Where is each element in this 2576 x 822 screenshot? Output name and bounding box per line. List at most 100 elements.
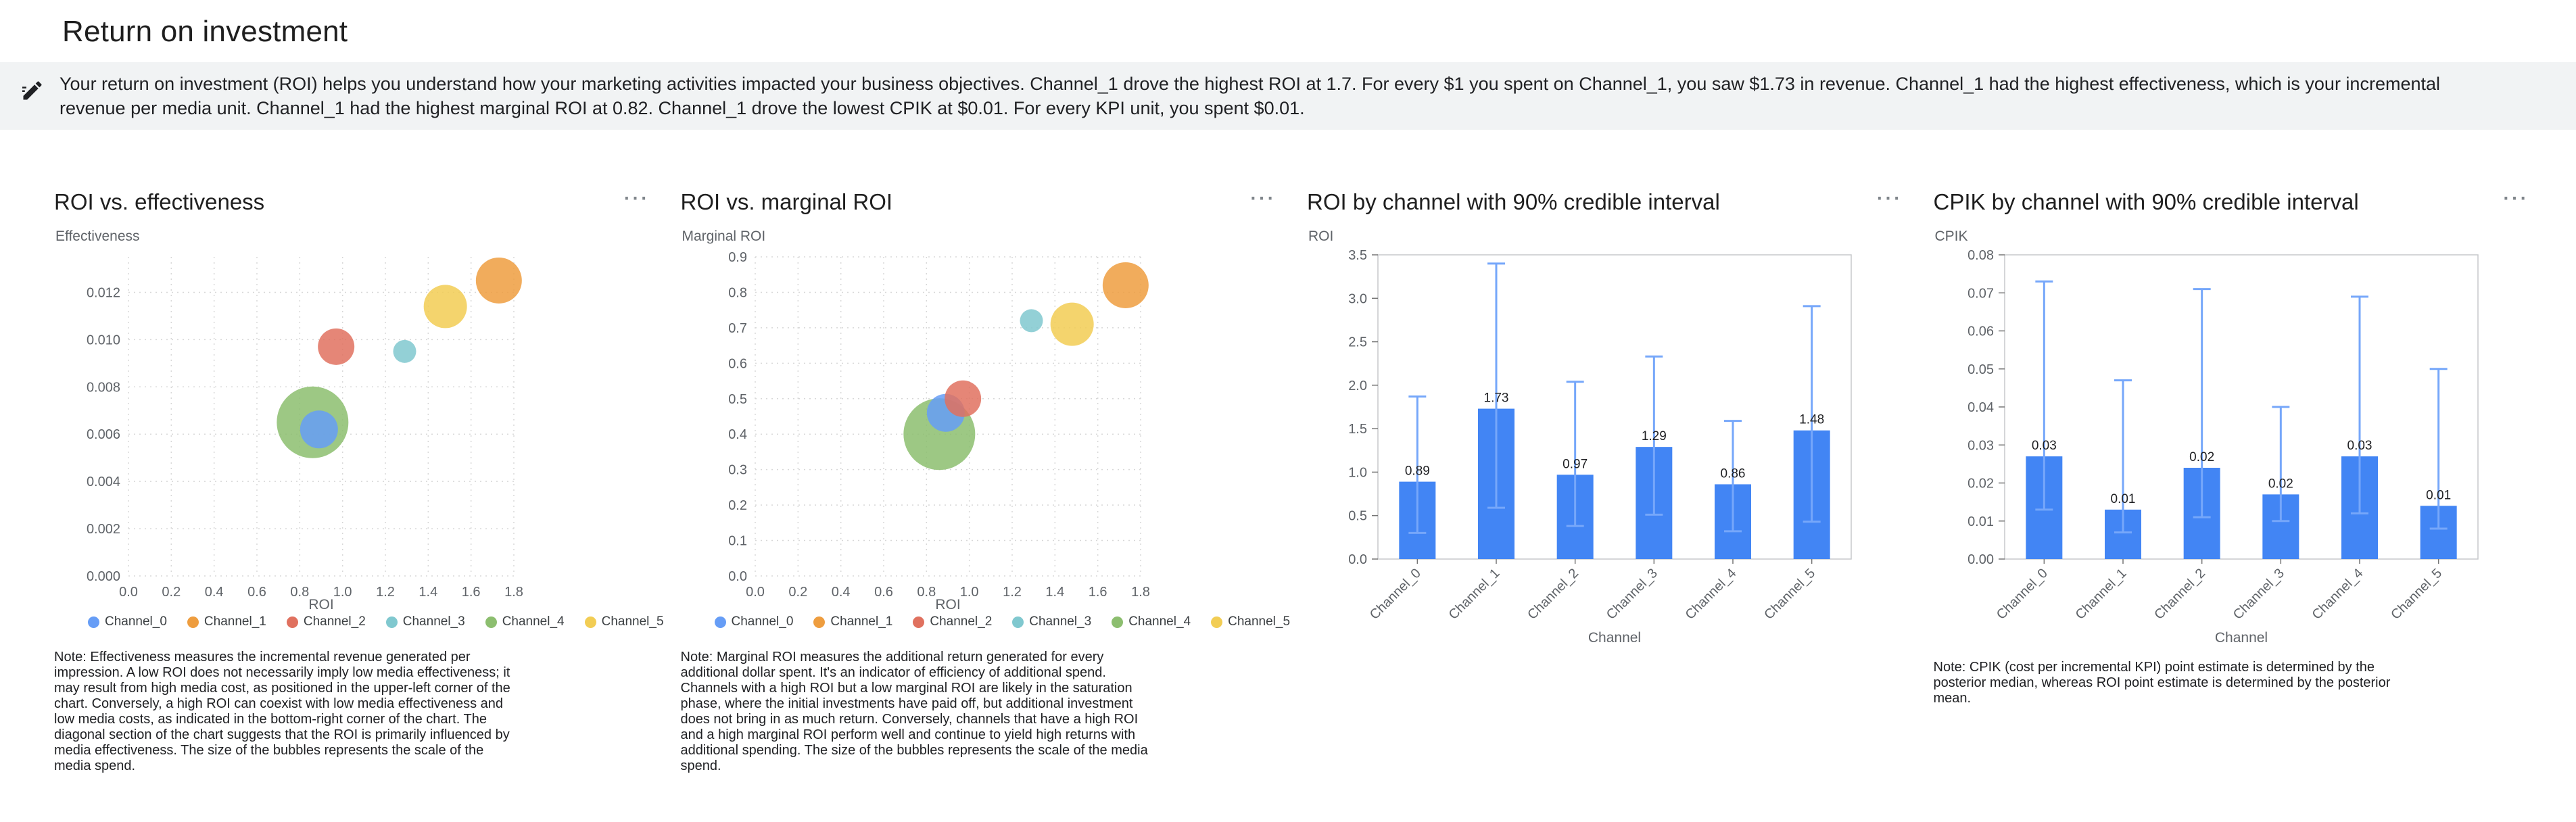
legend-label: Channel_2 xyxy=(930,614,993,629)
legend-item: Channel_4 xyxy=(1112,614,1191,629)
legend-item: Channel_2 xyxy=(286,614,366,629)
svg-text:Channel_2: Channel_2 xyxy=(2151,566,2208,623)
svg-text:1.73: 1.73 xyxy=(1484,391,1509,406)
svg-text:0.07: 0.07 xyxy=(1967,286,1994,301)
svg-text:3.5: 3.5 xyxy=(1348,248,1367,263)
svg-text:1.4: 1.4 xyxy=(419,585,437,600)
svg-text:Channel_4: Channel_4 xyxy=(2309,566,2366,623)
chart-legend: Channel_0 Channel_1 Channel_2 Channel_3 Chan… xyxy=(681,614,1290,629)
roi-marginal-roi-bubble-chart: 0.0 0.2 0.4 0.6 0.8 1.0 1.2 1.4 1.6 1.8 0.0 0.1 0.2 0… xyxy=(681,245,1283,613)
svg-text:Channel_3: Channel_3 xyxy=(2230,566,2287,623)
bubble-Channel_5 xyxy=(423,285,467,329)
legend-label: Channel_4 xyxy=(1128,614,1191,629)
svg-text:0.008: 0.008 xyxy=(87,380,120,395)
svg-text:0.4: 0.4 xyxy=(831,585,850,600)
svg-text:Channel_0: Channel_0 xyxy=(1993,566,2050,623)
legend-item: Channel_3 xyxy=(385,614,465,629)
svg-text:0.004: 0.004 xyxy=(87,475,120,489)
legend-label: Channel_5 xyxy=(1228,614,1291,629)
legend-label: Channel_2 xyxy=(303,614,366,629)
legend-item: Channel_4 xyxy=(485,614,565,629)
svg-text:Channel_0: Channel_0 xyxy=(1367,566,1424,623)
legend-item: Channel_0 xyxy=(714,614,794,629)
svg-text:1.48: 1.48 xyxy=(1799,413,1824,427)
y-axis-title: CPIK xyxy=(1934,228,1968,244)
svg-text:0.0: 0.0 xyxy=(728,569,747,584)
legend-item: Channel_1 xyxy=(187,614,266,629)
bubble-Channel_2 xyxy=(944,380,981,417)
svg-text:0.2: 0.2 xyxy=(162,585,181,600)
svg-text:0.8: 0.8 xyxy=(917,585,936,600)
bubble-Channel_1 xyxy=(475,257,522,304)
svg-text:1.29: 1.29 xyxy=(1642,429,1667,443)
more-options-icon[interactable]: ⋯ xyxy=(1242,185,1283,211)
chart-card-roi-effectiveness: ROI vs. effectiveness ⋯ Effectiveness 0.… xyxy=(54,185,664,774)
chart-note: Note: CPIK (cost per incremental KPI) po… xyxy=(1933,660,2391,706)
legend-color-dot xyxy=(1112,616,1124,628)
legend-label: Channel_5 xyxy=(601,614,664,629)
legend-color-dot xyxy=(1012,616,1024,628)
legend-color-dot xyxy=(385,616,398,628)
bubble-Channel_2 xyxy=(318,328,355,365)
svg-text:0.006: 0.006 xyxy=(87,427,120,442)
chart-title-roi-by-channel: ROI by channel with 90% credible interva… xyxy=(1307,189,1720,214)
svg-text:0.03: 0.03 xyxy=(2347,439,2372,453)
svg-text:0.8: 0.8 xyxy=(728,285,747,300)
legend-color-dot xyxy=(1211,616,1223,628)
svg-text:Channel_1: Channel_1 xyxy=(1446,566,1503,623)
svg-text:0.01: 0.01 xyxy=(2110,492,2135,506)
svg-text:0.012: 0.012 xyxy=(87,285,120,300)
legend-label: Channel_0 xyxy=(105,614,167,629)
svg-text:2.5: 2.5 xyxy=(1348,335,1367,350)
svg-text:0.02: 0.02 xyxy=(2268,477,2293,491)
chart-note: Note: Effectiveness measures the increme… xyxy=(54,650,510,773)
svg-text:0.010: 0.010 xyxy=(87,333,120,347)
svg-text:0.05: 0.05 xyxy=(1967,362,1994,377)
insights-banner: Your return on investment (ROI) helps yo… xyxy=(0,62,2576,130)
more-options-icon[interactable]: ⋯ xyxy=(1869,185,1909,211)
svg-text:0.00: 0.00 xyxy=(1967,552,1994,567)
svg-text:ROI: ROI xyxy=(935,597,960,612)
svg-text:Channel: Channel xyxy=(1588,630,1641,646)
bubble-Channel_1 xyxy=(1102,262,1149,308)
more-options-icon[interactable]: ⋯ xyxy=(616,185,657,211)
svg-text:0.02: 0.02 xyxy=(2189,450,2214,464)
chart-card-cpik-by-channel: CPIK by channel with 90% credible interv… xyxy=(1933,185,2536,774)
svg-text:0.2: 0.2 xyxy=(788,585,807,600)
svg-text:0.6: 0.6 xyxy=(728,356,747,371)
svg-text:1.2: 1.2 xyxy=(1003,585,1022,600)
legend-color-dot xyxy=(813,616,826,628)
svg-text:0.9: 0.9 xyxy=(728,250,747,265)
legend-item: Channel_0 xyxy=(88,614,167,629)
svg-text:1.6: 1.6 xyxy=(462,585,481,600)
chart-title-cpik-by-channel: CPIK by channel with 90% credible interv… xyxy=(1933,189,2359,214)
svg-text:0.03: 0.03 xyxy=(1967,438,1994,453)
y-axis-title: Marginal ROI xyxy=(682,228,766,244)
svg-text:0.03: 0.03 xyxy=(2031,439,2056,453)
legend-item: Channel_2 xyxy=(913,614,992,629)
legend-color-dot xyxy=(913,616,925,628)
svg-text:0.7: 0.7 xyxy=(728,321,747,336)
bubble-Channel_5 xyxy=(1050,302,1094,346)
legend-color-dot xyxy=(88,616,99,628)
svg-text:Channel_1: Channel_1 xyxy=(2072,566,2129,623)
svg-text:Channel_4: Channel_4 xyxy=(1683,566,1740,623)
svg-text:0.1: 0.1 xyxy=(728,534,747,549)
chart-card-roi-by-channel: ROI by channel with 90% credible interva… xyxy=(1307,185,1909,774)
svg-text:1.0: 1.0 xyxy=(1348,465,1367,480)
svg-text:0.02: 0.02 xyxy=(1967,477,1994,491)
svg-text:0.8: 0.8 xyxy=(290,585,309,600)
more-options-icon[interactable]: ⋯ xyxy=(2495,185,2535,211)
legend-item: Channel_5 xyxy=(1211,614,1290,629)
chart-card-roi-marginal-roi: ROI vs. marginal ROI ⋯ Marginal ROI 0.0 0… xyxy=(680,185,1291,774)
svg-text:0.002: 0.002 xyxy=(87,522,120,537)
svg-text:0.0: 0.0 xyxy=(746,585,765,600)
legend-color-dot xyxy=(714,616,726,628)
svg-text:0.08: 0.08 xyxy=(1967,248,1994,263)
svg-text:0.6: 0.6 xyxy=(874,585,893,600)
chart-note: Note: Marginal ROI measures the addition… xyxy=(680,650,1148,773)
legend-label: Channel_0 xyxy=(731,614,794,629)
legend-label: Channel_3 xyxy=(402,614,465,629)
svg-text:0.000: 0.000 xyxy=(87,569,120,584)
insight-text: Your return on investment (ROI) helps yo… xyxy=(59,74,2440,118)
